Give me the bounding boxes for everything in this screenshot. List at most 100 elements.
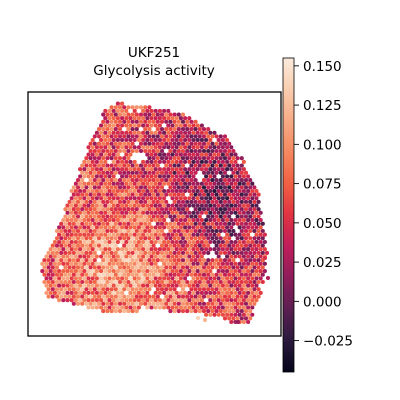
spot-point [233, 188, 238, 194]
spot-point [57, 239, 62, 245]
spot-point [170, 218, 175, 223]
spot-point [178, 159, 183, 164]
spot-point [84, 214, 89, 219]
spot-point [147, 258, 152, 263]
spot-point [222, 214, 228, 219]
spot-point [214, 236, 219, 241]
spot-point [256, 272, 261, 277]
spot-point [183, 232, 188, 237]
spot-point [229, 203, 234, 208]
spot-point [222, 134, 228, 139]
spot-point [71, 301, 76, 306]
spot-point [231, 250, 236, 255]
spot-point [149, 123, 154, 128]
spot-point [162, 254, 167, 259]
spot-point [124, 298, 129, 303]
spot-point [227, 272, 232, 277]
spot-point [61, 261, 66, 266]
spot-point [208, 137, 213, 143]
spot-point [78, 298, 83, 303]
spot-point [113, 221, 118, 226]
spot-point [168, 148, 173, 154]
spot-point [138, 207, 144, 212]
spot-point [233, 276, 238, 281]
spot-point [151, 148, 156, 154]
spot-point [187, 181, 192, 186]
spot-point [109, 279, 114, 285]
spot-point [117, 112, 123, 117]
spot-point [111, 239, 116, 245]
spot-point [210, 134, 215, 139]
spot-point [168, 185, 173, 190]
spot-point [243, 265, 249, 270]
spot-point [193, 243, 198, 248]
spot-point [159, 250, 165, 255]
spot-point [180, 199, 186, 204]
spot-point [208, 181, 213, 186]
spot-point [235, 236, 240, 241]
spot-point [248, 221, 253, 226]
spot-point [241, 210, 246, 215]
spot-point [63, 214, 68, 219]
spot-point [197, 148, 202, 154]
spot-point [187, 261, 192, 266]
spot-point [69, 269, 74, 274]
spot-point [225, 218, 230, 223]
spot-point [246, 218, 251, 223]
spot-point [183, 174, 188, 179]
spot-point [75, 214, 81, 219]
spot-point [241, 247, 246, 252]
spot-point [246, 188, 251, 194]
spot-point [92, 221, 97, 226]
spot-point [115, 298, 120, 303]
spot-point [246, 319, 251, 325]
spot-point [164, 221, 169, 226]
spot-point [178, 269, 183, 274]
spot-point [153, 188, 158, 194]
spot-point [183, 188, 188, 194]
spot-point [250, 181, 255, 186]
spot-point [120, 137, 125, 143]
spot-point [96, 148, 102, 154]
spot-point [101, 199, 106, 204]
spot-point [162, 210, 167, 215]
spot-point [145, 108, 150, 113]
spot-point [201, 250, 207, 255]
spot-point [88, 141, 93, 146]
spot-point [57, 298, 62, 303]
spot-point [214, 163, 219, 168]
spot-point [105, 178, 110, 183]
spot-point [241, 254, 246, 259]
spot-point [225, 283, 230, 288]
spot-point [172, 236, 177, 241]
spot-point [225, 210, 230, 215]
spot-point [180, 141, 186, 146]
spot-point [208, 152, 213, 157]
spot-point [111, 167, 116, 172]
spot-point [157, 239, 162, 245]
spot-point [193, 192, 198, 197]
spot-point [84, 236, 89, 241]
spot-point [132, 239, 137, 245]
spot-point [222, 185, 228, 190]
spot-point [210, 301, 215, 306]
spot-point [250, 254, 255, 259]
spot-point [134, 105, 139, 110]
spot-point [185, 170, 190, 175]
spot-point [120, 174, 125, 179]
spot-point [201, 221, 207, 226]
spot-point [220, 152, 225, 157]
spot-point [122, 192, 127, 197]
spot-point [130, 134, 135, 139]
spot-point [193, 221, 198, 226]
spot-point [162, 167, 167, 172]
spot-point [73, 239, 78, 245]
spot-point [75, 199, 81, 204]
spot-point [122, 112, 127, 117]
spot-point [172, 170, 177, 175]
spot-point [183, 305, 188, 310]
spot-point [141, 159, 146, 164]
spot-point [243, 301, 249, 306]
spot-point [80, 214, 85, 219]
spot-point [229, 181, 234, 186]
